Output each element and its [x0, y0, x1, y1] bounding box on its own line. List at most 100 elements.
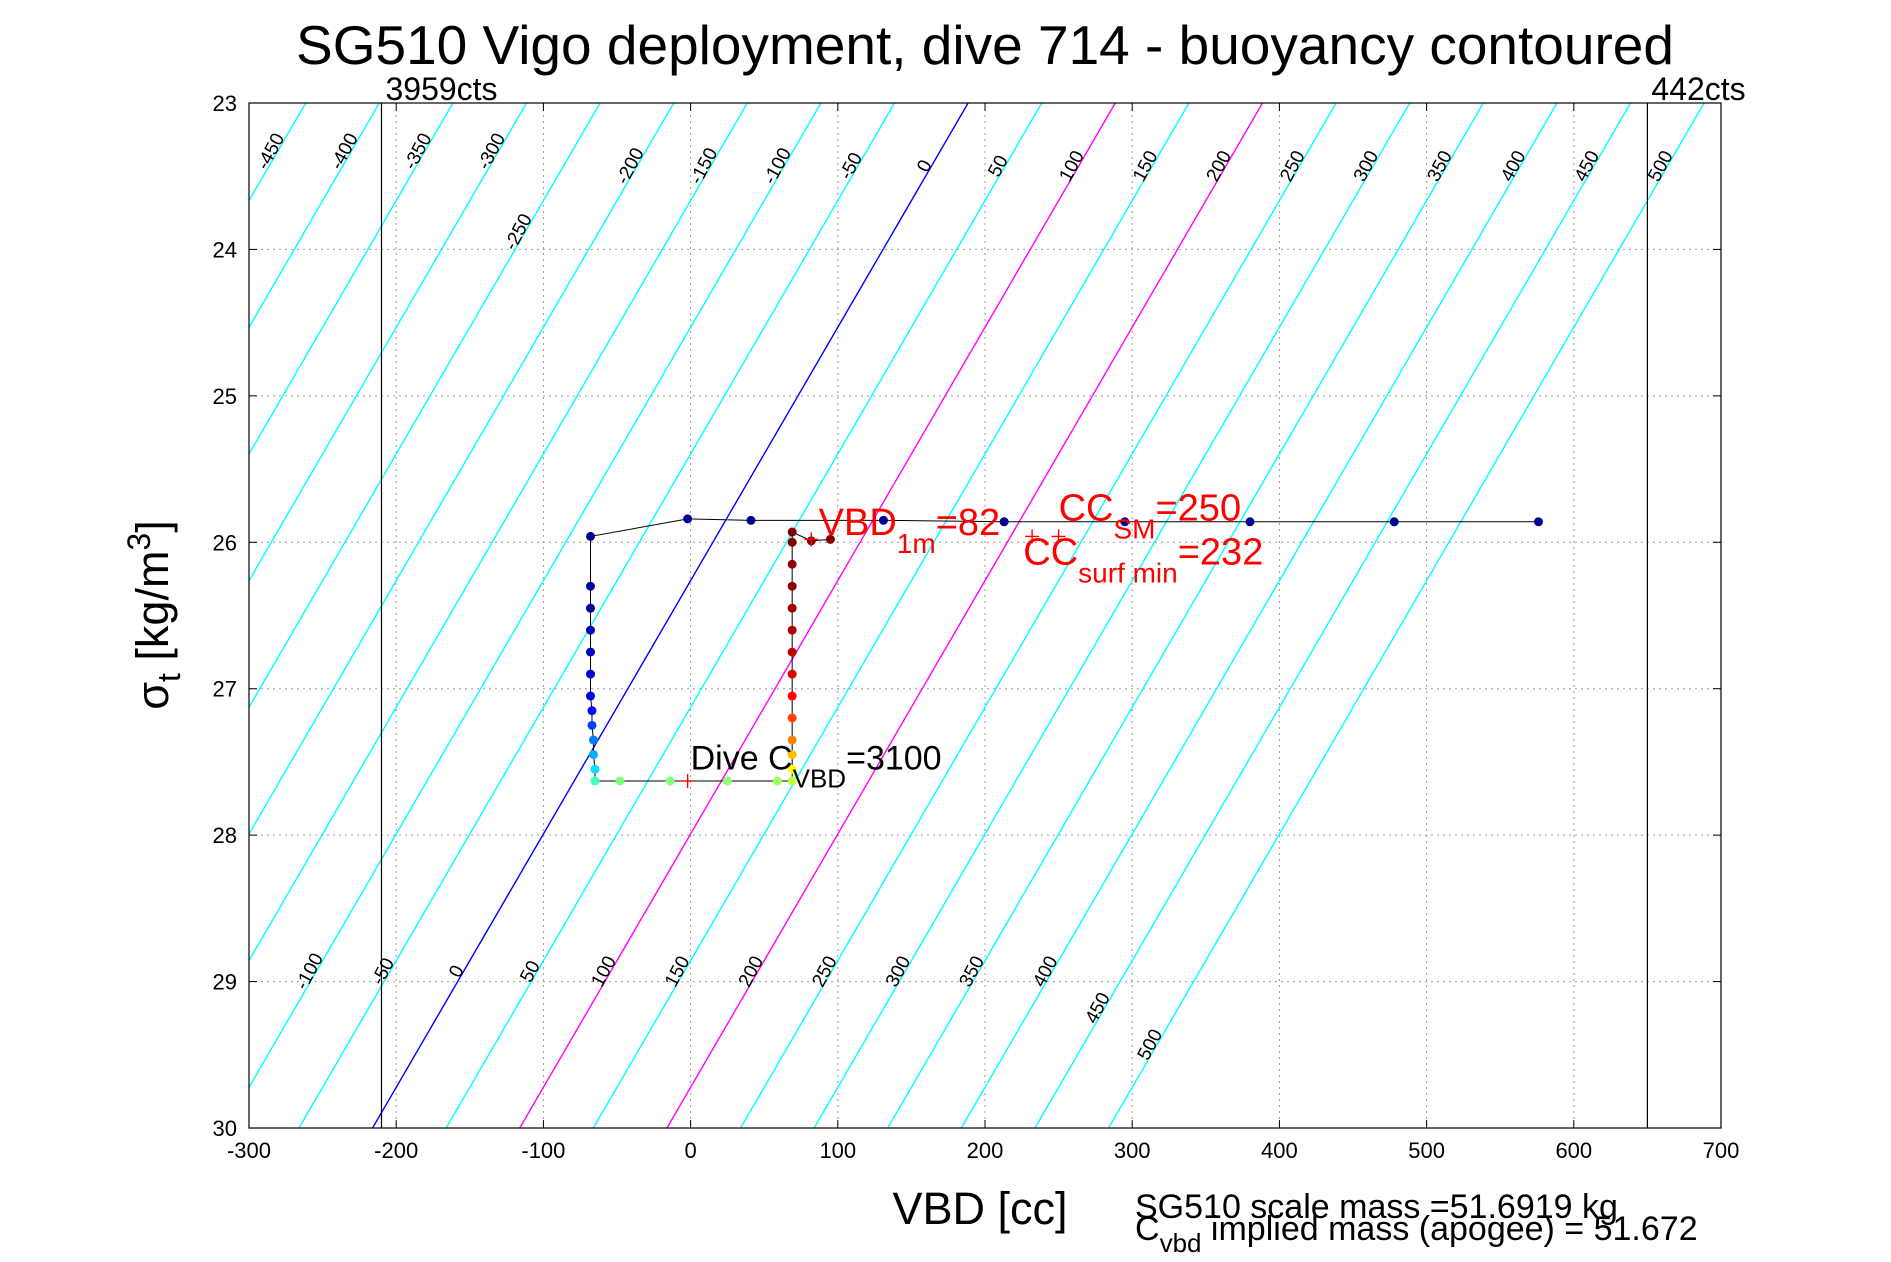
- plus-marker: [804, 532, 819, 547]
- trajectory-point: [772, 776, 782, 786]
- marker-points: [680, 529, 1066, 788]
- contour-line: [249, 103, 381, 329]
- trajectory-point: [615, 776, 625, 786]
- footer-cvbd-sub: vbd: [1160, 1228, 1202, 1258]
- contour-line: [249, 103, 822, 1089]
- contour-label: 150: [661, 953, 694, 991]
- contour-line: [813, 103, 1411, 1128]
- dive-trajectory: [586, 514, 1543, 786]
- y-tick-label: 25: [213, 384, 237, 409]
- x-tick-label: 200: [967, 1138, 1004, 1163]
- trajectory-point: [787, 691, 797, 701]
- count-limit-lines: 3959cts 442cts: [380, 71, 1746, 1128]
- trajectory-point: [787, 750, 797, 760]
- contour-label: 300: [1350, 147, 1383, 185]
- trajectory-point: [1245, 517, 1255, 527]
- trajectory-point: [787, 559, 797, 569]
- trajectory-point: [787, 776, 797, 786]
- y-axis-ticks: 23 24 25 26 27 28 29 30: [213, 91, 1721, 1141]
- annotation-ccsm: CCSM=250: [1059, 487, 1241, 544]
- annotation-vbd1m: VBD1m=82: [819, 502, 1001, 559]
- trajectory-point: [787, 735, 797, 745]
- trajectory-point: [586, 531, 596, 541]
- contour-label: 0: [445, 962, 469, 981]
- contour-label: -150: [686, 145, 722, 188]
- annotation-dive: Dive CVBD=3100: [691, 739, 942, 793]
- trajectory-point: [586, 625, 596, 635]
- trajectory-point: [586, 647, 596, 657]
- contour-line: [592, 103, 1190, 1128]
- contour-label: 0: [913, 157, 937, 176]
- contour-label: 50: [984, 152, 1012, 181]
- footer-cvbd: Cvbd implied mass (apogee) = 51.672: [1135, 1210, 1698, 1258]
- plus-marker: [1051, 529, 1066, 544]
- contour-label: -350: [400, 130, 436, 173]
- trajectory-point: [586, 581, 596, 591]
- x-tick-label: -200: [374, 1138, 418, 1163]
- trajectory-point: [787, 581, 797, 591]
- trajectory-point: [787, 764, 797, 774]
- trajectory-point: [588, 750, 598, 760]
- x-axis-ticks: -300 -200 -100 0 100 200 300 400 500 600 700: [227, 103, 1739, 1163]
- trajectory-point: [787, 603, 797, 613]
- trajectory-point: [1389, 517, 1399, 527]
- contour-label: -100: [760, 145, 796, 188]
- contour-label: 500: [1644, 147, 1677, 185]
- trajectory-point: [586, 603, 596, 613]
- contour-label: 450: [1081, 989, 1114, 1027]
- contour-line: [1034, 103, 1632, 1128]
- trajectory-point: [586, 691, 596, 701]
- y-label-base: σ: [127, 682, 178, 710]
- contour-label: 150: [1129, 147, 1162, 185]
- contour-label: 350: [1423, 147, 1456, 185]
- contour-label: 200: [1203, 147, 1236, 185]
- contour-label: -200: [612, 145, 648, 188]
- trajectory-point: [878, 515, 888, 525]
- trajectory-point: [1120, 517, 1130, 527]
- contour-label: -300: [474, 130, 510, 173]
- contour-label: 300: [882, 953, 915, 991]
- contour-line: [886, 103, 1485, 1128]
- contour-line: [371, 103, 969, 1128]
- y-tick-label: 26: [213, 530, 237, 555]
- contour-label: -450: [253, 130, 289, 173]
- y-tick-label: 23: [213, 91, 237, 116]
- contour-label: 450: [1571, 147, 1604, 185]
- trajectory-point: [588, 735, 598, 745]
- trajectory-point: [587, 706, 597, 716]
- contour-label: 350: [956, 953, 989, 991]
- footer-cvbd-base: C: [1135, 1210, 1160, 1248]
- count-limit-label: 3959cts: [385, 71, 497, 107]
- grid: [249, 103, 1721, 1128]
- x-axis-label: VBD [cc]: [892, 1183, 1067, 1234]
- contour-label: 250: [1276, 147, 1309, 185]
- trajectory-point: [587, 720, 597, 730]
- contour-label: 400: [1029, 953, 1062, 991]
- annotation-ccsurf: CCsurf min=232: [1023, 531, 1263, 588]
- contour-line: [445, 103, 1043, 1128]
- x-tick-label: 700: [1703, 1138, 1740, 1163]
- contour-label: 100: [588, 953, 621, 991]
- y-label-close: ]: [127, 520, 178, 533]
- contour-label: 500: [1134, 1026, 1167, 1064]
- footer-cvbd-rest: implied mass (apogee) = 51.672: [1201, 1210, 1697, 1248]
- contour-label: 200: [735, 953, 768, 991]
- plus-marker: [680, 773, 695, 788]
- trajectory-point: [787, 669, 797, 679]
- plus-marker: [1025, 529, 1040, 544]
- contour-label: -50: [368, 955, 399, 989]
- trajectory-point: [825, 534, 835, 544]
- trajectory-point: [590, 764, 600, 774]
- trajectory-point: [787, 527, 797, 537]
- y-label-sub: t: [151, 673, 187, 682]
- trajectory-point: [590, 776, 600, 786]
- contour-label: -250: [501, 210, 537, 253]
- contour-line: [518, 103, 1117, 1128]
- y-tick-label: 24: [213, 237, 237, 262]
- contour-line: [249, 103, 749, 963]
- trajectory-point: [1533, 517, 1543, 527]
- contour-label: 100: [1055, 147, 1088, 185]
- x-tick-label: -100: [521, 1138, 565, 1163]
